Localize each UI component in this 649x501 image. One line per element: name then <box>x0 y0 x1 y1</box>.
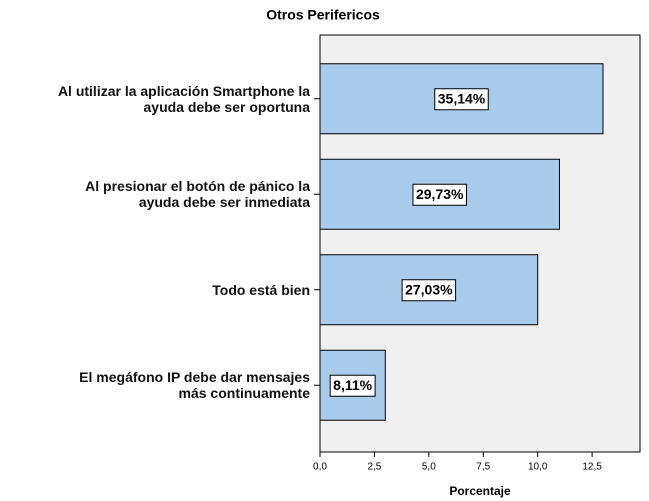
x-tick-label: 12,5 <box>582 462 602 473</box>
bar-label: 27,03% <box>405 281 453 297</box>
bar-label-box <box>412 183 467 206</box>
x-tick-label: 0,0 <box>313 462 327 473</box>
bar-label: 35,14% <box>438 90 486 106</box>
bar-label-box <box>401 279 457 302</box>
x-tick-label: 10,0 <box>528 462 548 473</box>
bar-label: 29,73% <box>416 186 464 202</box>
x-axis-label: Porcentaje <box>449 484 511 498</box>
bar-label-box <box>329 374 376 397</box>
category-label: Al presionar el botón de pánico la ayuda… <box>85 178 310 211</box>
bar-label-box <box>434 88 489 111</box>
category-label: El megáfono IP debe dar mensajes más con… <box>79 369 310 402</box>
bar-label: 8,11% <box>333 377 372 393</box>
category-label: Al utilizar la aplicación Smartphone la … <box>57 82 310 115</box>
x-tick-label: 7,5 <box>476 462 490 473</box>
category-label: Todo está bien <box>212 281 310 298</box>
x-tick-label: 5,0 <box>422 462 436 473</box>
x-tick-label: 2,5 <box>367 462 381 473</box>
chart-title: Otros Perifericos <box>266 7 380 23</box>
